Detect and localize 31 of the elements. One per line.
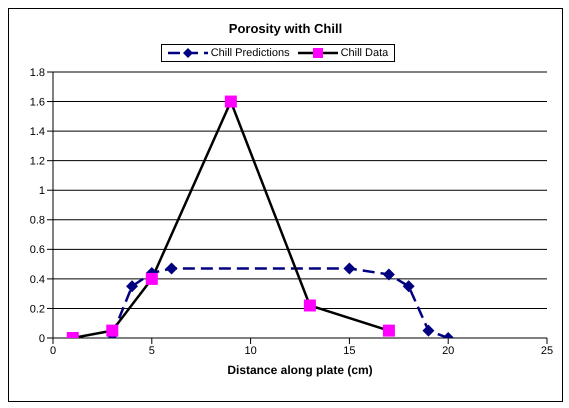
y-tick-label: 0.8 (30, 214, 45, 227)
point (402, 280, 415, 292)
point (422, 324, 434, 337)
point (382, 324, 395, 337)
x-tick-label: 10 (244, 344, 257, 357)
x-tick-label: 0 (50, 344, 56, 357)
point (304, 299, 316, 312)
y-tick-label: 1.8 (30, 66, 45, 79)
point (224, 96, 237, 108)
point (382, 268, 395, 280)
point (146, 272, 158, 285)
point (343, 262, 356, 275)
y-tick-label: 0.2 (30, 303, 45, 316)
legend-label: Chill Predictions (210, 47, 290, 59)
x-tick-label: 15 (343, 344, 356, 357)
y-tick-label: 1 (38, 185, 45, 198)
legend-label: Chill Data (340, 47, 388, 59)
y-tick-label: 0.4 (30, 274, 45, 286)
x-tick-label: 5 (148, 344, 155, 357)
x-tick-label: 25 (540, 344, 554, 357)
point (126, 280, 138, 292)
y-tick-label: 0.6 (30, 244, 45, 256)
point (106, 324, 118, 337)
y-tick-label: 1.6 (30, 96, 45, 108)
x-axis-title: Distance along plate (cm) (227, 363, 373, 377)
y-tick-label: 1.4 (30, 126, 45, 138)
y-tick-label: 1.2 (30, 156, 45, 168)
y-tick-label: 0 (38, 332, 45, 345)
point (166, 262, 178, 275)
x-tick-label: 20 (442, 344, 454, 357)
chart-title: Porosity with Chill (228, 21, 344, 36)
